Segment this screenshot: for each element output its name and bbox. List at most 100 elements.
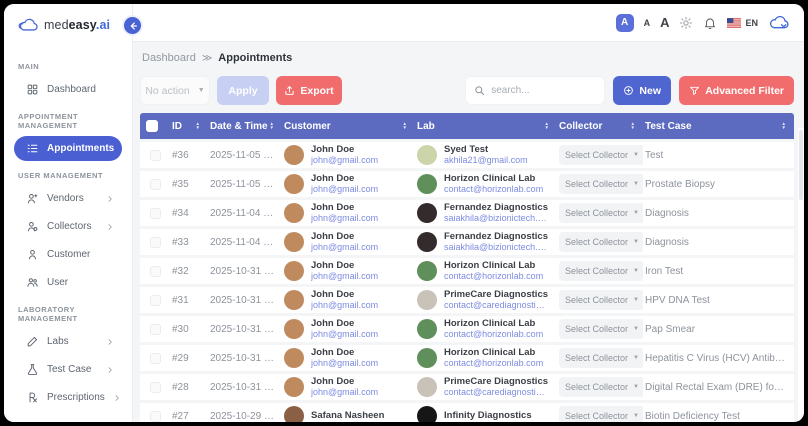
- row-checkbox[interactable]: [149, 207, 161, 219]
- row-checkbox[interactable]: [149, 381, 161, 393]
- search-input[interactable]: [491, 85, 597, 96]
- sidebar-section-title: LABORATORY MANAGEMENT: [18, 305, 78, 323]
- bulk-action-select[interactable]: No action ▼: [140, 76, 210, 105]
- font-size-medium-button[interactable]: A: [615, 13, 634, 32]
- row-id: #33: [172, 236, 189, 248]
- advanced-filter-button[interactable]: Advanced Filter: [679, 76, 794, 105]
- sidebar-item-collectors[interactable]: Collectors: [14, 214, 122, 239]
- header-collector[interactable]: Collector ▲ ▼: [557, 121, 643, 132]
- row-id: #34: [172, 207, 189, 219]
- row-checkbox[interactable]: [149, 323, 161, 335]
- header-customer[interactable]: Customer ▲ ▼: [282, 121, 415, 132]
- logo[interactable]: medeasy.ai: [4, 4, 132, 46]
- sort-icon[interactable]: ▲ ▼: [402, 121, 407, 130]
- select-collector-dropdown[interactable]: Select Collector ▼: [559, 232, 643, 252]
- row-date-time: 2025-10-31 14:00: [210, 352, 282, 364]
- customer-name: John Doe: [311, 289, 355, 300]
- sidebar-collapse-button[interactable]: [122, 15, 143, 36]
- sidebar-item-appointments[interactable]: Appointments: [14, 136, 122, 161]
- customer-email-link[interactable]: john@gmail.com: [311, 184, 379, 194]
- select-collector-dropdown[interactable]: Select Collector ▼: [559, 290, 643, 310]
- sort-icon[interactable]: ▲ ▼: [630, 121, 635, 130]
- row-test-case: Diagnosis: [645, 207, 689, 219]
- lab-email-link[interactable]: akhila21@gmail.com: [444, 155, 528, 165]
- select-collector-dropdown[interactable]: Select Collector ▼: [559, 145, 643, 165]
- row-checkbox[interactable]: [149, 265, 161, 277]
- lab-email-link[interactable]: contact@horizonlab.com: [444, 358, 544, 368]
- lab-email-link[interactable]: saiakhila@bizionictech.com: [444, 242, 549, 252]
- sidebar-item-labs[interactable]: Labs: [14, 329, 122, 354]
- language-selector[interactable]: EN: [727, 16, 758, 30]
- sidebar-section-title: SUBSCRIPTION PLANS: [18, 420, 118, 422]
- header-id[interactable]: ID ▲ ▼: [170, 121, 208, 132]
- row-checkbox-cell: [140, 265, 170, 277]
- row-checkbox[interactable]: [149, 178, 161, 190]
- table-row: #29 2025-10-31 14:00 John Doe john@gmail.co…: [140, 345, 794, 371]
- row-checkbox[interactable]: [149, 410, 161, 422]
- cloud-sync-icon[interactable]: [768, 15, 790, 31]
- sidebar-item-test-case[interactable]: Test Case: [14, 357, 122, 382]
- theme-toggle-button[interactable]: [679, 16, 693, 30]
- row-checkbox-cell: [140, 294, 170, 306]
- bulk-action-group: No action ▼ Apply Export: [140, 76, 342, 105]
- scrollbar-track[interactable]: [798, 128, 804, 422]
- sort-icon[interactable]: ▲ ▼: [269, 121, 274, 130]
- customer-cell: John Doe john@gmail.com: [282, 145, 415, 166]
- row-checkbox[interactable]: [149, 236, 161, 248]
- row-checkbox[interactable]: [149, 352, 161, 364]
- row-id: #30: [172, 323, 189, 335]
- table-row: #31 2025-10-31 14:30 John Doe john@gmail.co…: [140, 287, 794, 313]
- header-test-case[interactable]: Test Case ▲ ▼: [643, 121, 794, 132]
- select-collector-dropdown[interactable]: Select Collector ▼: [559, 319, 643, 339]
- notifications-button[interactable]: [703, 16, 717, 30]
- scrollbar-thumb[interactable]: [799, 130, 803, 200]
- select-all-checkbox[interactable]: [146, 120, 158, 132]
- customer-email-link[interactable]: john@gmail.com: [311, 242, 379, 252]
- select-collector-dropdown[interactable]: Select Collector ▼: [559, 348, 643, 368]
- chevron-right-icon: [113, 394, 121, 402]
- sort-icon[interactable]: ▲ ▼: [544, 121, 549, 130]
- customer-name: John Doe: [311, 260, 355, 271]
- select-collector-dropdown[interactable]: Select Collector ▼: [559, 406, 643, 422]
- sidebar-item-prescriptions[interactable]: Prescriptions: [14, 385, 122, 410]
- row-date-time: 2025-11-05 12:30: [210, 149, 282, 161]
- new-button[interactable]: New: [613, 76, 672, 105]
- customer-email-link[interactable]: john@gmail.com: [311, 213, 379, 223]
- customer-email-link[interactable]: john@gmail.com: [311, 329, 379, 339]
- lab-email-link[interactable]: contact@horizonlab.com: [444, 184, 544, 194]
- header-date-time[interactable]: Date & Time ▲ ▼: [208, 121, 282, 132]
- header-lab[interactable]: Lab ▲ ▼: [415, 121, 557, 132]
- row-date-time: 2025-11-04 13:30: [210, 207, 282, 219]
- font-size-large-button[interactable]: A: [660, 15, 670, 30]
- lab-email-link[interactable]: contact@horizonlab.com: [444, 271, 544, 281]
- export-button[interactable]: Export: [276, 76, 342, 105]
- lab-email-link[interactable]: contact@carediagnostics.com: [444, 300, 549, 310]
- customer-email-link[interactable]: john@gmail.com: [311, 358, 379, 368]
- select-collector-dropdown[interactable]: Select Collector ▼: [559, 377, 643, 397]
- row-checkbox-cell: [140, 352, 170, 364]
- customer-email-link[interactable]: john@gmail.com: [311, 271, 379, 281]
- lab-email-link[interactable]: contact@carediagnostics.com: [444, 387, 549, 397]
- lab-email-link[interactable]: saiakhila@bizionictech.com: [444, 213, 549, 223]
- sidebar-item-user[interactable]: User: [14, 270, 122, 295]
- customer-email-link[interactable]: john@gmail.com: [311, 300, 379, 310]
- appointments-icon: [26, 142, 39, 155]
- select-collector-dropdown[interactable]: Select Collector ▼: [559, 174, 643, 194]
- row-date-time: 2025-11-04 13:30: [210, 236, 282, 248]
- sort-icon[interactable]: ▲ ▼: [195, 121, 200, 130]
- select-collector-dropdown[interactable]: Select Collector ▼: [559, 203, 643, 223]
- customer-email-link[interactable]: john@gmail.com: [311, 155, 379, 165]
- lab-email-link[interactable]: contact@horizonlab.com: [444, 329, 544, 339]
- apply-button[interactable]: Apply: [217, 76, 269, 105]
- sort-icon[interactable]: ▲ ▼: [781, 121, 786, 130]
- sidebar-item-customer[interactable]: Customer: [14, 242, 122, 267]
- sidebar-item-vendors[interactable]: Vendors: [14, 186, 122, 211]
- collector-cell: Select Collector ▼: [557, 232, 643, 252]
- row-checkbox[interactable]: [149, 294, 161, 306]
- select-collector-dropdown[interactable]: Select Collector ▼: [559, 261, 643, 281]
- customer-email-link[interactable]: john@gmail.com: [311, 387, 379, 397]
- breadcrumb-dashboard-link[interactable]: Dashboard: [142, 52, 196, 64]
- font-size-small-button[interactable]: A: [643, 17, 651, 28]
- sidebar-item-dashboard[interactable]: Dashboard: [14, 77, 122, 102]
- row-checkbox[interactable]: [149, 149, 161, 161]
